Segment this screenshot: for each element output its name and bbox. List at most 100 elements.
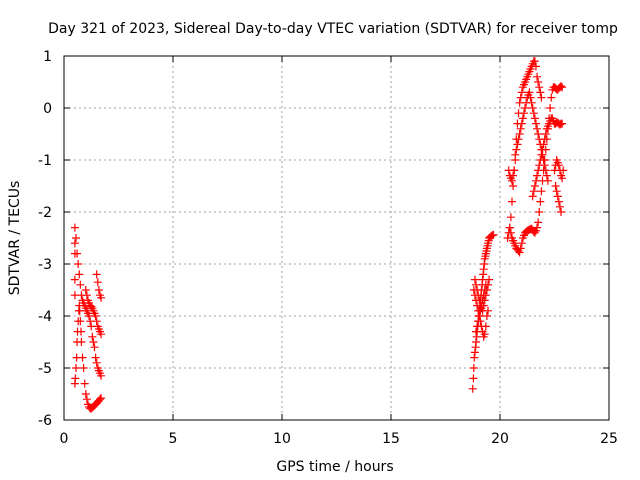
data-point	[537, 187, 546, 196]
data-point	[97, 330, 106, 339]
data-point	[509, 171, 518, 180]
data-point	[517, 119, 526, 128]
data-point	[479, 291, 488, 300]
data-point	[473, 322, 482, 331]
data-point	[80, 379, 89, 388]
data-point	[470, 353, 479, 362]
data-point	[82, 395, 91, 404]
data-point	[75, 270, 84, 279]
data-point	[530, 114, 539, 123]
data-point	[526, 93, 535, 102]
data-point	[534, 78, 543, 86]
data-point	[510, 166, 519, 175]
data-point	[554, 197, 563, 206]
data-point	[519, 109, 528, 118]
data-point	[93, 278, 102, 287]
data-point	[97, 293, 106, 302]
data-point	[542, 171, 551, 180]
data-point	[558, 119, 567, 128]
data-point	[517, 88, 526, 97]
data-point	[516, 124, 525, 133]
data-point	[557, 208, 566, 216]
data-point	[511, 156, 520, 164]
data-point	[92, 270, 101, 279]
x-axis-ticks: 0 5 10 15 20 25	[60, 56, 618, 447]
chart-title: Day 321 of 2023, Sidereal Day-to-day VTE…	[48, 21, 618, 37]
data-point	[89, 338, 98, 346]
data-point	[554, 161, 563, 170]
data-point	[78, 353, 87, 362]
grid-lines	[64, 56, 609, 420]
data-point	[536, 156, 545, 164]
y-tick-label: -5	[38, 361, 52, 377]
x-tick-label: 10	[273, 431, 291, 447]
data-point	[478, 296, 487, 305]
y-axis-ticks: -6 -5 -4 -3 -2 -1 0 1	[38, 49, 609, 429]
data-point	[533, 72, 542, 81]
data-point	[547, 93, 556, 102]
data-point	[553, 192, 562, 201]
data-point	[557, 82, 566, 91]
data-point	[531, 119, 540, 128]
data-point	[90, 343, 99, 352]
data-point	[480, 330, 489, 339]
data-point	[536, 88, 545, 97]
data-point	[536, 197, 545, 206]
data-point	[505, 223, 514, 232]
data-point	[535, 83, 544, 92]
data-point	[530, 57, 539, 66]
y-tick-label: -3	[38, 257, 52, 273]
data-point	[541, 130, 550, 138]
data-point	[74, 260, 83, 268]
data-point	[474, 317, 483, 326]
data-point	[481, 322, 490, 331]
data-point	[71, 364, 80, 372]
data-point	[489, 230, 498, 239]
data-point	[555, 202, 564, 211]
data-point	[81, 286, 90, 294]
data-point	[535, 208, 544, 216]
data-point	[537, 93, 546, 102]
data-point	[515, 248, 524, 257]
y-tick-label: -6	[38, 413, 52, 429]
data-point	[77, 338, 86, 346]
data-point	[76, 280, 85, 289]
data-point	[533, 223, 542, 232]
data-point	[91, 353, 100, 362]
data-point	[97, 371, 106, 380]
data-point	[70, 291, 79, 300]
data-point	[476, 306, 485, 315]
y-tick-label: 1	[43, 49, 52, 65]
data-point	[533, 171, 542, 180]
data-point	[533, 124, 542, 133]
data-point	[515, 130, 524, 138]
x-tick-label: 20	[491, 431, 509, 447]
data-point	[539, 140, 548, 149]
data-point	[530, 182, 539, 190]
data-point	[77, 327, 86, 336]
y-axis-label: SDTVAR / TECUs	[7, 181, 23, 296]
data-point	[91, 312, 100, 320]
data-point	[537, 150, 546, 159]
data-point	[70, 223, 79, 232]
data-point	[506, 228, 515, 237]
data-point	[97, 394, 106, 403]
data-point	[479, 265, 488, 274]
data-point	[552, 187, 561, 196]
data-point	[472, 327, 481, 336]
data-point	[509, 182, 518, 190]
data-point	[469, 374, 478, 383]
data-point	[92, 317, 101, 326]
data-point	[507, 197, 516, 206]
data-point	[513, 140, 522, 149]
data-point	[540, 135, 549, 144]
data-point	[535, 161, 544, 170]
data-point	[538, 145, 547, 154]
data-point	[516, 244, 525, 253]
data-point	[95, 395, 104, 404]
y-tick-label: -4	[38, 309, 52, 325]
data-point	[481, 280, 490, 289]
data-point	[534, 130, 543, 138]
data-point	[517, 239, 526, 248]
